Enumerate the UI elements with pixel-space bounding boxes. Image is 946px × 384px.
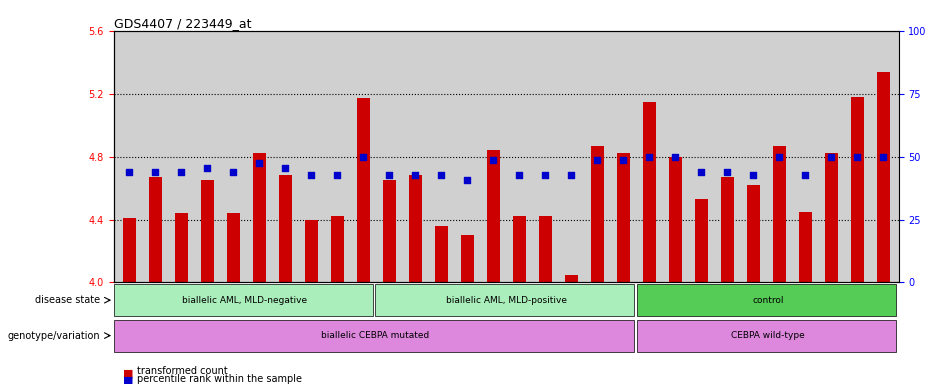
Bar — [201, 180, 214, 283]
Text: control: control — [752, 296, 783, 305]
Point — [381, 172, 396, 179]
FancyBboxPatch shape — [114, 319, 635, 351]
Point — [564, 172, 579, 179]
Bar — [175, 213, 187, 283]
Bar — [123, 218, 135, 283]
Text: GDS4407 / 223449_at: GDS4407 / 223449_at — [114, 17, 251, 30]
Point — [512, 172, 527, 179]
Bar — [825, 154, 837, 283]
Point — [277, 164, 292, 170]
Point — [225, 169, 240, 175]
Point — [433, 172, 448, 179]
Point — [356, 154, 371, 160]
Text: transformed count: transformed count — [137, 366, 228, 376]
Point — [121, 169, 136, 175]
Bar — [565, 275, 578, 283]
Point — [745, 172, 761, 179]
Point — [304, 172, 319, 179]
Text: biallelic CEBPA mutated: biallelic CEBPA mutated — [321, 331, 429, 340]
Bar — [721, 177, 733, 283]
Point — [616, 157, 631, 163]
Bar — [382, 180, 395, 283]
Text: ■: ■ — [123, 376, 133, 384]
Point — [200, 164, 215, 170]
Bar — [513, 217, 526, 283]
Point — [824, 154, 839, 160]
Point — [720, 169, 735, 175]
Text: percentile rank within the sample: percentile rank within the sample — [137, 374, 302, 384]
Bar — [617, 154, 630, 283]
Point — [537, 172, 552, 179]
Bar — [149, 177, 162, 283]
Point — [252, 160, 267, 166]
Text: biallelic AML, MLD-negative: biallelic AML, MLD-negative — [182, 296, 307, 305]
Bar — [538, 217, 552, 283]
Text: disease state: disease state — [35, 295, 100, 305]
Bar — [461, 235, 474, 283]
Point — [173, 169, 188, 175]
FancyBboxPatch shape — [637, 284, 896, 316]
Bar — [227, 213, 239, 283]
Point — [329, 172, 344, 179]
Bar — [850, 97, 864, 283]
Text: CEBPA wild-type: CEBPA wild-type — [731, 331, 805, 340]
Bar — [486, 150, 499, 283]
Bar — [877, 72, 889, 283]
Point — [408, 172, 423, 179]
Bar — [694, 199, 708, 283]
Point — [876, 154, 891, 160]
Text: ■: ■ — [123, 368, 133, 378]
Point — [460, 177, 475, 183]
Bar — [590, 146, 604, 283]
Point — [797, 172, 813, 179]
FancyBboxPatch shape — [376, 284, 635, 316]
Bar — [642, 101, 656, 283]
Bar — [773, 146, 785, 283]
Bar — [669, 157, 682, 283]
Bar — [357, 98, 370, 283]
Point — [641, 154, 657, 160]
FancyBboxPatch shape — [114, 284, 373, 316]
Bar — [434, 226, 447, 283]
Point — [668, 154, 683, 160]
Point — [693, 169, 709, 175]
Bar — [746, 185, 760, 283]
Bar — [330, 217, 343, 283]
Point — [589, 157, 604, 163]
Point — [772, 154, 787, 160]
Text: biallelic AML, MLD-positive: biallelic AML, MLD-positive — [446, 296, 567, 305]
Point — [850, 154, 865, 160]
Point — [485, 157, 500, 163]
Text: genotype/variation: genotype/variation — [8, 331, 100, 341]
FancyBboxPatch shape — [637, 319, 896, 351]
Bar — [305, 220, 318, 283]
Bar — [279, 175, 291, 283]
Point — [148, 169, 163, 175]
Bar — [798, 212, 812, 283]
Bar — [409, 175, 422, 283]
Bar — [253, 154, 266, 283]
